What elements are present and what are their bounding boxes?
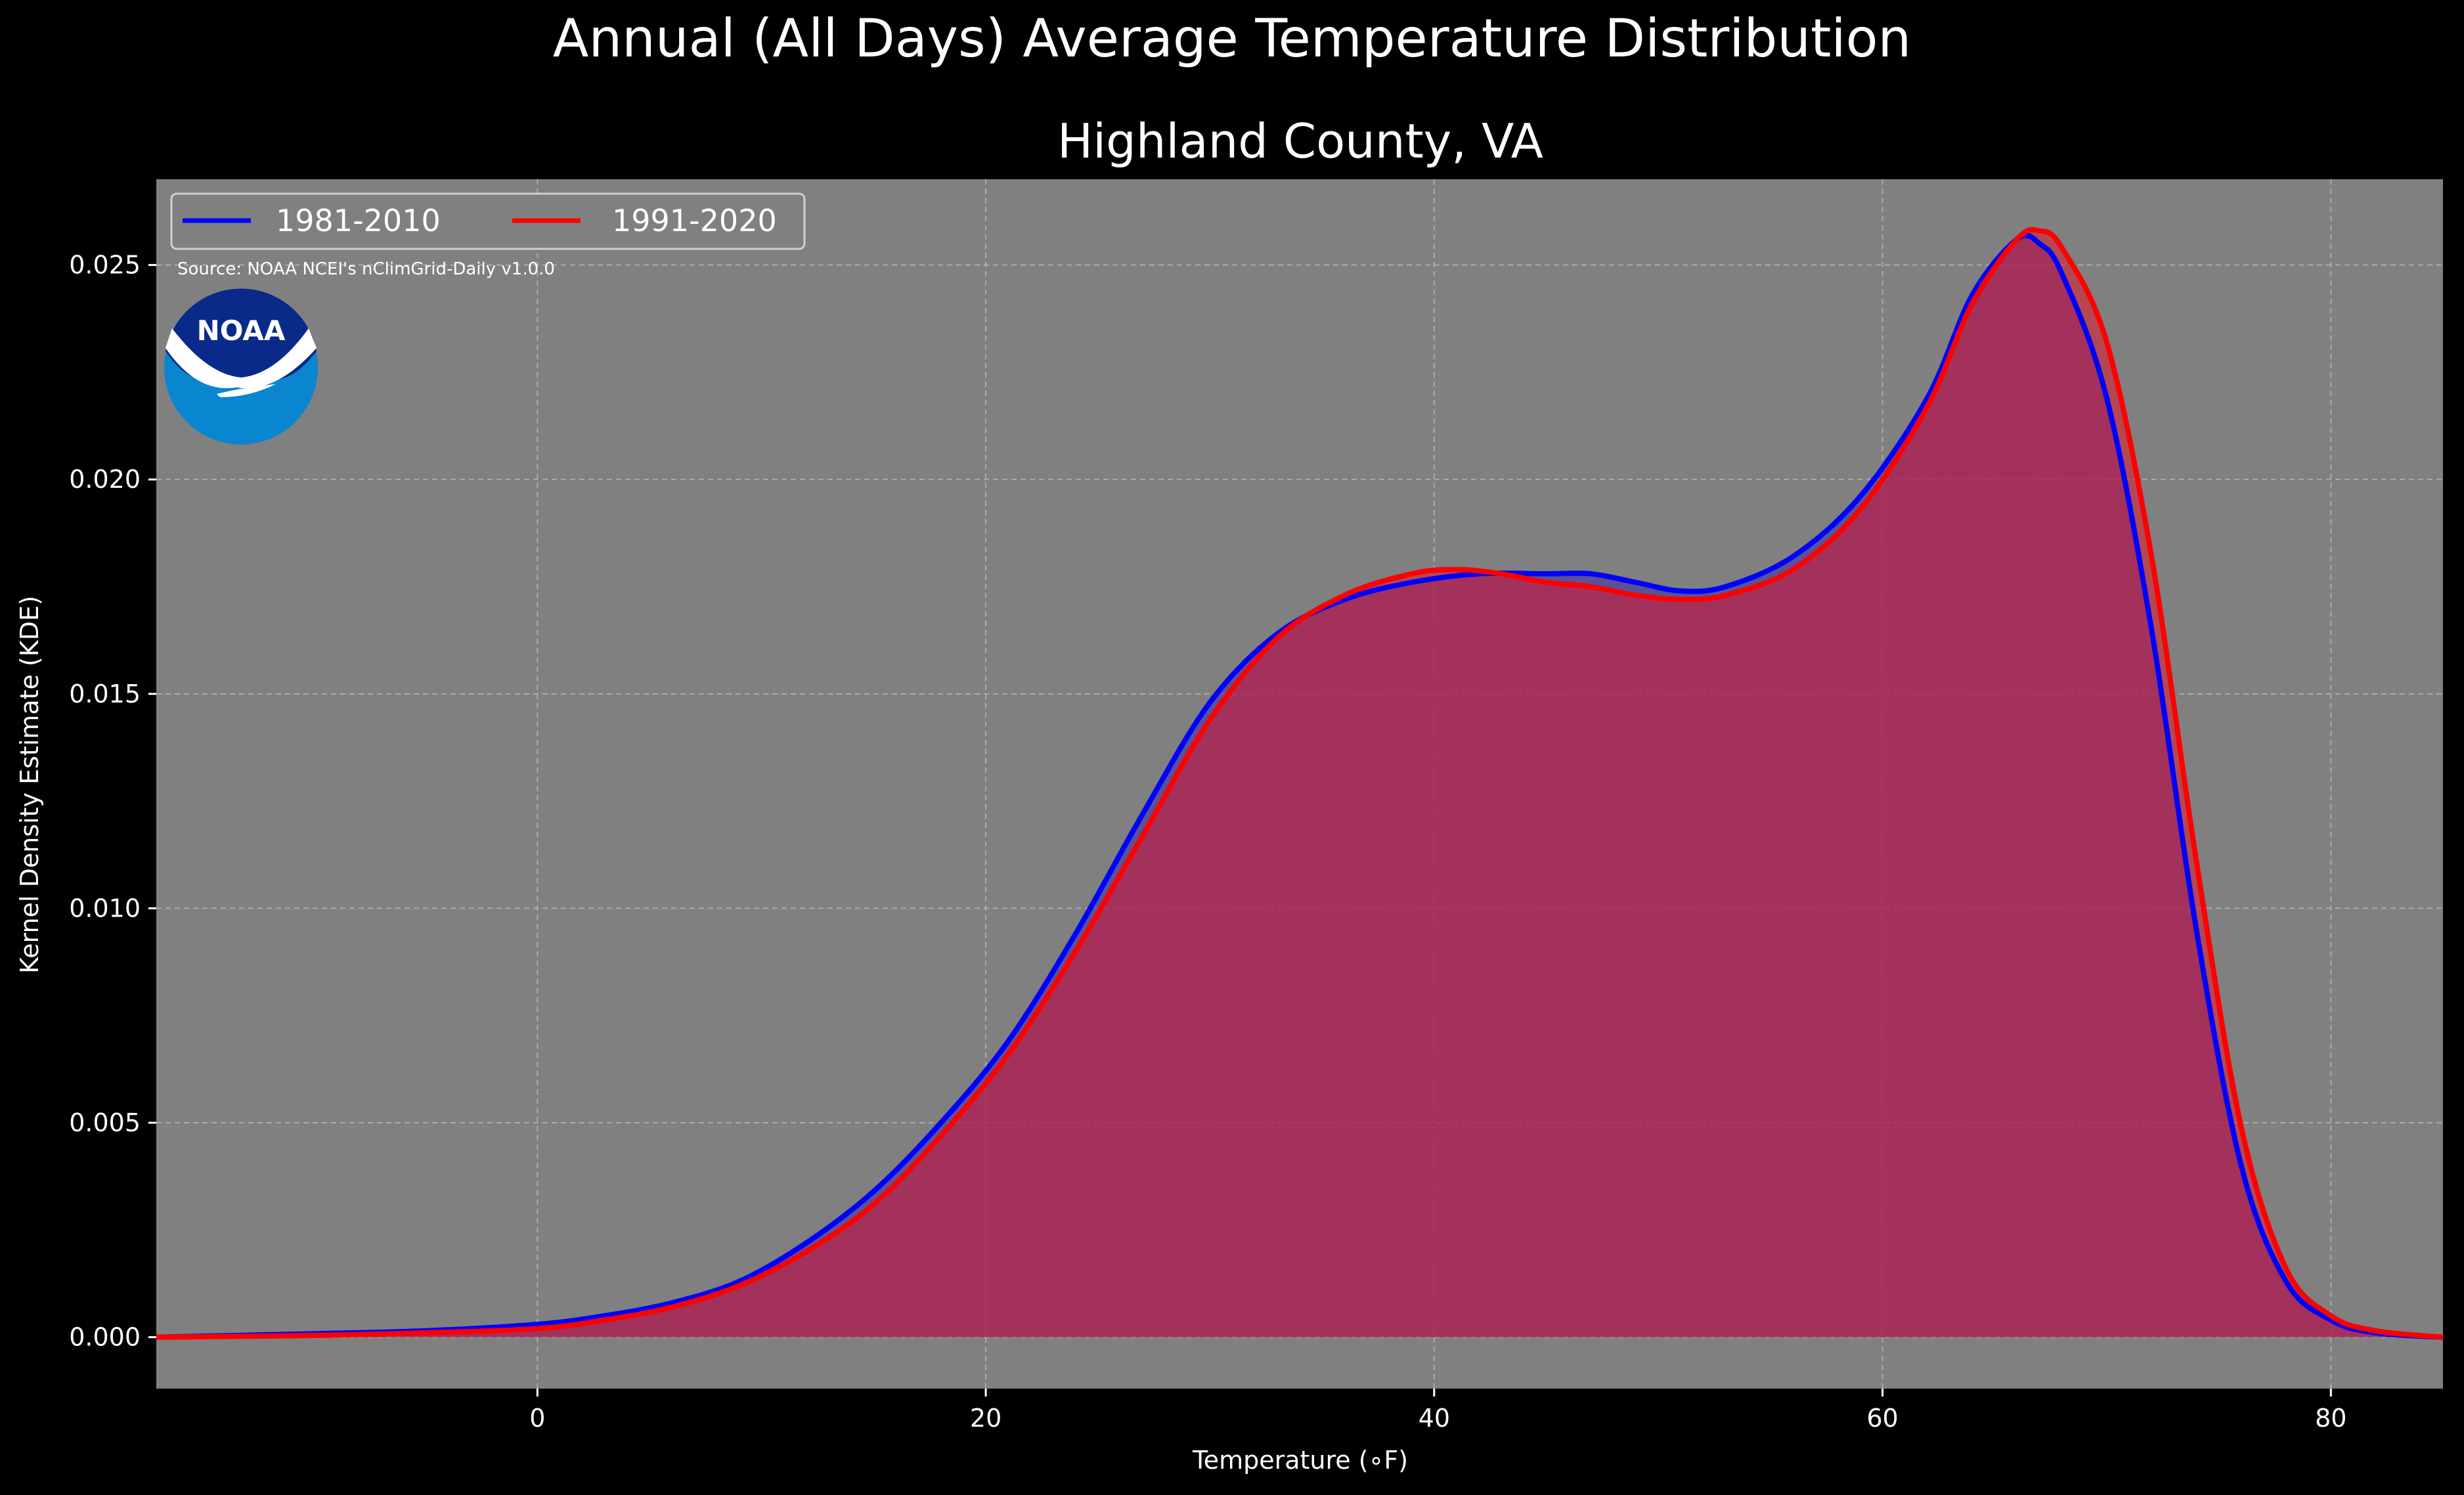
legend-label-1981-2010: 1981-2010 [276,203,441,238]
y-axis-label: Kernel Density Estimate (KDE) [15,596,44,974]
x-tick-label: 40 [1419,1404,1450,1433]
axes: 0 20 40 60 80 0.000 0.005 0.010 0.015 0.020 0.025 [69,251,2346,1433]
density-lines [156,227,2444,1340]
noaa-logo: NOAA [164,288,318,444]
x-tick-label: 80 [2315,1404,2346,1433]
legend-box [170,192,806,250]
y-tick-label: 0.015 [69,680,141,708]
legend-label-1991-2020: 1991-2020 [612,203,777,238]
y-tick-label: 0.020 [69,465,141,494]
x-tick-label: 20 [970,1404,1001,1433]
logo-text: NOAA [197,314,286,347]
density-fills [156,229,2443,1337]
x-tick-label: 60 [1866,1404,1898,1433]
y-tick-label: 0.010 [69,894,141,922]
density-fill-1991-2020 [156,229,2443,1337]
logo-wave-icon [217,384,276,397]
logo-gull-icon [165,328,317,389]
source-note: Source: NOAA NCEI's nClimGrid-Daily v1.0… [177,259,555,279]
chart-title: Highland County, VA [1057,114,1543,169]
x-axis-label: Temperature (∘F) [1192,1446,1408,1475]
y-tick-label: 0.005 [69,1108,141,1137]
y-tick-label: 0.025 [69,251,141,280]
figure-suptitle: Annual (All Days) Average Temperature Di… [553,8,1911,69]
density-line-1981-2010 [156,232,2444,1340]
x-tick-label: 0 [529,1404,545,1433]
legend: 1981-2010 1991-2020 [170,192,806,250]
y-tick-label: 0.000 [69,1323,141,1352]
logo-top [165,288,317,380]
density-line-1991-2020 [156,227,2444,1340]
